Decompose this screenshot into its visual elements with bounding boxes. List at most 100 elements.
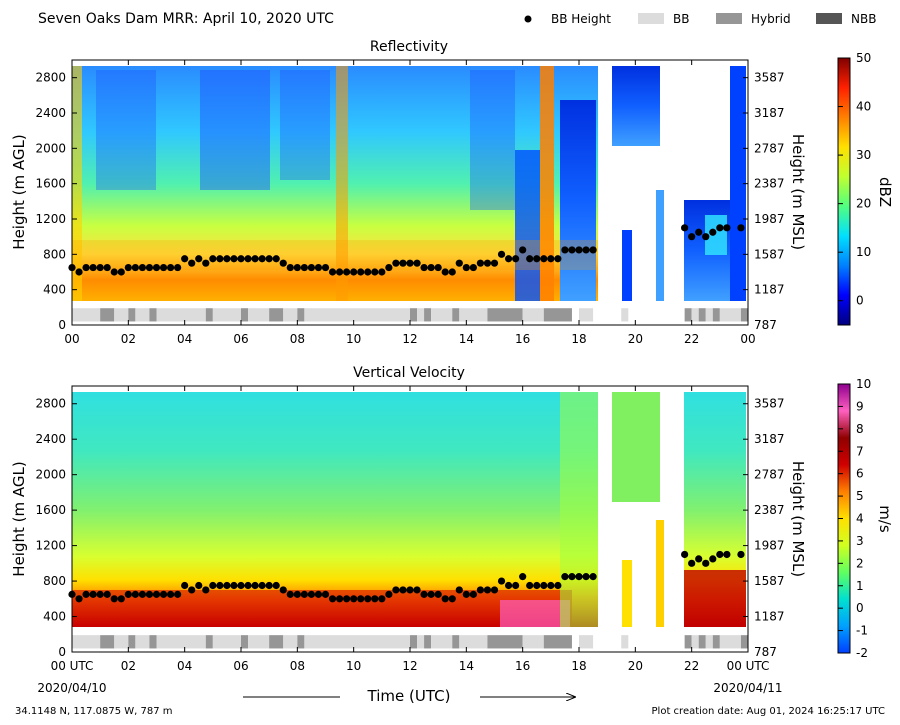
- bb-height-point: [547, 255, 555, 263]
- x-tick-label: 02: [121, 332, 136, 346]
- colorbar-tick-label: 8: [856, 422, 864, 436]
- reflectivity-colorbar-bar: [837, 57, 851, 326]
- bb-height-point: [582, 246, 590, 254]
- y2-tick-label: 2387: [754, 503, 785, 517]
- bb-height-point: [483, 586, 492, 594]
- velocity-colorbar-label: m/s: [876, 505, 894, 533]
- bb-type-segment: [156, 308, 206, 322]
- x-tick-label: 06: [233, 332, 248, 346]
- x-tick-label: 08: [290, 332, 305, 346]
- y-tick-label: 2800: [35, 71, 66, 85]
- x-axis-title: Time (UTC): [367, 687, 451, 705]
- bb-height-point: [124, 590, 132, 598]
- bb-type-segment: [684, 635, 692, 649]
- bb-height-point: [216, 255, 224, 263]
- bb-height-point: [265, 581, 273, 590]
- bb-height-point: [237, 581, 245, 590]
- velocity-ylabel: Height (m AGL): [10, 461, 28, 576]
- bb-height-point: [385, 590, 393, 598]
- bb-height-point: [103, 263, 111, 272]
- bb-height-point: [202, 259, 210, 267]
- bb-height-point: [737, 224, 745, 232]
- bb-height-point: [335, 268, 344, 276]
- bb-type-segment: [212, 635, 241, 649]
- bb-height-point: [540, 581, 548, 590]
- legend-nbb-swatch: [816, 13, 842, 24]
- bb-type-segment: [522, 308, 544, 322]
- bb-height-point: [258, 581, 266, 590]
- bb-height-point: [455, 586, 463, 594]
- bb-height-point: [272, 255, 280, 263]
- bb-type-segment: [72, 308, 101, 322]
- bb-height-point: [427, 590, 435, 598]
- x-tick-label: 04: [177, 659, 192, 673]
- reflectivity-title: Reflectivity: [370, 39, 448, 55]
- bb-type-segment: [149, 635, 157, 649]
- bb-type-segment: [205, 308, 213, 322]
- bb-height-point: [223, 255, 231, 263]
- velocity-colorbar-ticks: -2 -1 0 1 2 3 4 5 6 7 8 9 10: [838, 377, 871, 660]
- figure-title: Seven Oaks Dam MRR: April 10, 2020 UTC: [38, 11, 334, 27]
- bb-type-segment: [72, 635, 101, 649]
- bb-height-point: [364, 595, 372, 603]
- bb-height-point: [82, 590, 90, 598]
- bb-height-point: [427, 263, 435, 272]
- x-tick-label: 06: [233, 659, 248, 673]
- reflectivity-field: [72, 66, 746, 301]
- bb-height-point: [244, 255, 252, 263]
- bb-height-point: [195, 255, 203, 263]
- bb-height-point: [244, 581, 252, 590]
- bb-type-segment: [712, 635, 720, 649]
- reflectivity-colorbar-label: dBZ: [876, 177, 894, 207]
- colorbar-tick-label: 1: [856, 579, 864, 593]
- colorbar-tick-label: 20: [856, 197, 871, 211]
- y2-tick-label: 3587: [754, 397, 785, 411]
- y-tick-label: 2400: [35, 106, 66, 120]
- x-tick-label: 12: [402, 659, 417, 673]
- site-coordinates: 34.1148 N, 117.0875 W, 787 m: [15, 706, 173, 717]
- bb-height-point: [695, 228, 703, 236]
- bb-height-point: [378, 595, 386, 603]
- bb-height-point: [561, 246, 569, 254]
- colorbar-tick-label: 50: [856, 51, 871, 65]
- bb-height-point: [702, 559, 710, 567]
- bb-height-point: [716, 550, 724, 559]
- bb-height-point: [314, 590, 323, 598]
- bb-height-point: [575, 573, 583, 581]
- bb-type-segment: [205, 635, 213, 649]
- y-tick-label: 2000: [35, 141, 66, 155]
- velocity-y2label: Height (m MSL): [789, 461, 807, 577]
- bb-height-point: [286, 590, 294, 598]
- x-tick-label: 02: [121, 659, 136, 673]
- reflectivity-bb-type-strip: [72, 308, 748, 322]
- bb-height-point: [568, 246, 576, 254]
- bb-height-point: [343, 268, 351, 276]
- bb-height-point: [504, 581, 513, 590]
- reflectivity-y2-ticks: 787 1187 1587 1987 2387 2787 3187 3587: [743, 71, 785, 332]
- bb-type-segment: [297, 635, 305, 649]
- y-tick-label: 2000: [35, 468, 66, 482]
- x-tick-label: 00 UTC: [51, 659, 94, 673]
- bb-height-point: [688, 233, 696, 241]
- bb-height-point: [526, 581, 534, 590]
- bb-height-point: [188, 586, 196, 594]
- bb-height-point: [709, 228, 717, 236]
- bb-height-point: [371, 268, 379, 276]
- bb-height-point: [202, 586, 210, 594]
- bb-height-point: [145, 590, 154, 598]
- bb-height-point: [406, 586, 414, 594]
- bb-height-point: [343, 595, 351, 603]
- bb-height-point: [237, 255, 245, 263]
- bb-height-point: [554, 255, 562, 263]
- bb-type-segment: [135, 635, 150, 649]
- reflectivity-bb-dots: [68, 224, 745, 276]
- y2-tick-label: 1987: [754, 539, 785, 553]
- bb-height-point: [392, 586, 400, 594]
- y2-tick-label: 3187: [754, 106, 785, 120]
- bb-height-point: [469, 590, 477, 598]
- x-tick-label: 00 UTC: [727, 659, 770, 673]
- bb-type-segment: [114, 635, 129, 649]
- bb-type-segment: [283, 635, 298, 649]
- bb-height-point: [350, 595, 358, 603]
- bb-type-segment: [452, 635, 460, 649]
